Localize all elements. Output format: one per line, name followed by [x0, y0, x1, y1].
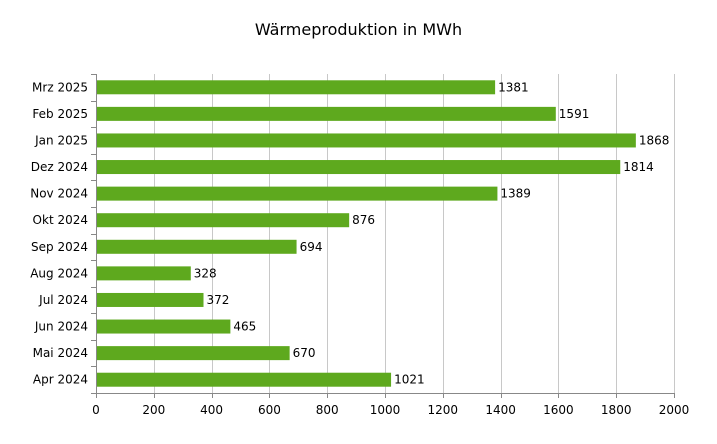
- x-tick-label: 1600: [543, 403, 574, 417]
- x-tick-label: 1000: [370, 403, 401, 417]
- bar: [97, 319, 231, 334]
- data-label: 1381: [498, 80, 529, 94]
- bar: [97, 160, 621, 175]
- data-label: 1591: [559, 107, 590, 121]
- x-tick-label: 600: [258, 403, 281, 417]
- label-layer: Mrz 2025 1381 Feb 2025 1591 Jan 2025 1868 Dez …: [30, 80, 669, 386]
- bar-layer: [97, 80, 636, 387]
- category-label: Dez 2024: [31, 160, 88, 174]
- category-label: Jul 2024: [38, 293, 88, 307]
- x-tick-label: 1800: [601, 403, 632, 417]
- bar: [97, 213, 350, 228]
- x-tick-label: 2000: [659, 403, 690, 417]
- category-label: Apr 2024: [33, 373, 88, 387]
- category-label: Mai 2024: [33, 346, 88, 360]
- data-label: 1814: [623, 160, 654, 174]
- bar: [97, 266, 191, 281]
- data-label: 328: [194, 266, 217, 280]
- data-label: 465: [233, 320, 256, 334]
- category-label: Aug 2024: [30, 266, 88, 280]
- bar: [97, 292, 204, 307]
- x-tick-label: 200: [142, 403, 165, 417]
- category-label: Okt 2024: [33, 213, 88, 227]
- data-label: 1021: [394, 373, 425, 387]
- category-label: Mrz 2025: [32, 80, 88, 94]
- category-label: Nov 2024: [30, 187, 88, 201]
- data-label: 1389: [500, 187, 531, 201]
- chart-title: Wärmeproduktion in MWh: [254, 20, 463, 39]
- data-label: 670: [293, 346, 316, 360]
- category-label: Feb 2025: [32, 107, 88, 121]
- x-tick-label: 1400: [485, 403, 516, 417]
- bar: [97, 239, 297, 254]
- bar: [97, 106, 556, 121]
- axis-layer: 0 200 400 600 800 1000 1200 1400 1600 1800 2000: [91, 74, 689, 417]
- x-tick-label: 1200: [428, 403, 459, 417]
- data-label: 876: [352, 213, 375, 227]
- bar: [97, 372, 392, 387]
- bar: [97, 133, 636, 148]
- category-label: Jan 2025: [34, 133, 88, 147]
- x-tick-label: 0: [92, 403, 100, 417]
- category-label: Jun 2024: [34, 320, 88, 334]
- data-label: 372: [207, 293, 230, 307]
- bar: [97, 80, 496, 95]
- grid-layer: [96, 74, 675, 393]
- category-label: Sep 2024: [31, 240, 88, 254]
- bar: [97, 346, 290, 361]
- data-label: 694: [300, 240, 323, 254]
- x-tick-label: 400: [200, 403, 223, 417]
- data-label: 1868: [639, 133, 670, 147]
- bar: [97, 186, 498, 201]
- x-tick-label: 800: [316, 403, 339, 417]
